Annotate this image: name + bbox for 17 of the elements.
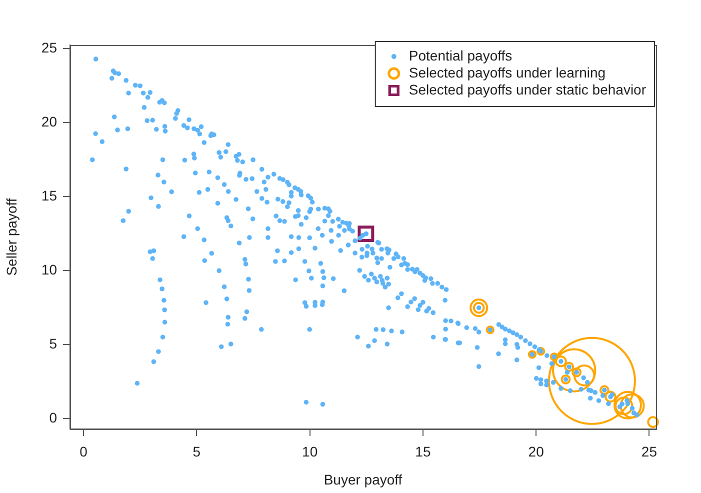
x-tick-label: 10 [302, 443, 318, 460]
x-tick-label: 25 [641, 443, 658, 460]
y-tick-label: 5 [49, 336, 58, 352]
legend-label: Selected payoffs under learning [408, 64, 606, 80]
x-tick-label: 20 [528, 443, 544, 460]
legend-label: Selected payoffs under static behavior [408, 81, 646, 98]
x-tick-label: 0 [80, 443, 88, 460]
x-tick-label: 5 [192, 443, 201, 460]
y-tick-label: 25 [41, 40, 58, 56]
y-axis-title: Seller payoff [3, 198, 20, 276]
y-tick-label: 0 [49, 410, 58, 426]
y-tick-label: 10 [41, 262, 58, 278]
legend-label: Potential payoffs [408, 47, 512, 64]
x-tick-label: 15 [415, 443, 431, 460]
x-axis-title: Buyer payoff [324, 471, 402, 488]
y-tick-label: 20 [41, 114, 58, 130]
y-tick-label: 15 [41, 188, 58, 204]
